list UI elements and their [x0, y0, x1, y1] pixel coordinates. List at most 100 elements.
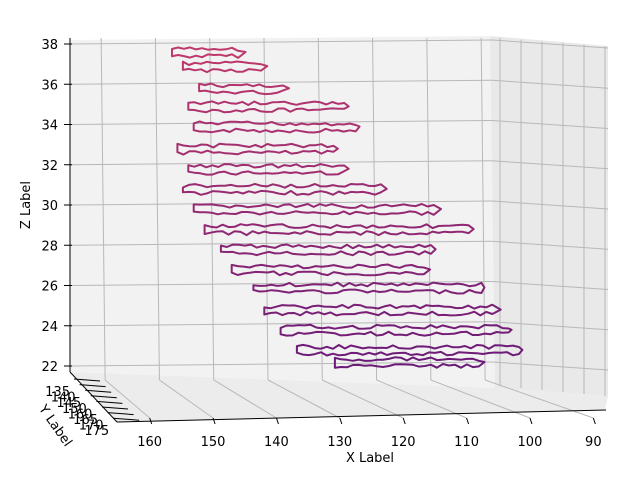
- contour-line-6: [187, 163, 350, 176]
- contour-line-15: [295, 343, 524, 357]
- x-tick-mark: [275, 417, 279, 425]
- x-gridline-wall: [100, 37, 106, 381]
- contour-line-11: [230, 263, 432, 277]
- y-tick-mark: [101, 406, 129, 410]
- x-tick-mark: [402, 417, 406, 425]
- y-tick-label: 145: [56, 396, 81, 411]
- z-gridline-right: [491, 200, 609, 210]
- contour-line-7: [181, 182, 388, 196]
- y-tick-mark: [85, 389, 112, 393]
- x-tick-mark: [339, 417, 343, 425]
- z-gridline: [69, 160, 493, 166]
- x-gridline-wall: [154, 37, 160, 381]
- z-axis-label: Z Label: [19, 181, 34, 229]
- y-axis-line: [69, 371, 118, 423]
- z-tick-label: 32: [41, 159, 58, 174]
- x-tick-label: 150: [201, 435, 226, 450]
- z-gridline: [69, 200, 493, 206]
- z-gridline-right: [491, 120, 609, 129]
- contour-line-9: [203, 223, 475, 237]
- z-gridline: [69, 240, 493, 246]
- floor-pane: [70, 372, 608, 422]
- x-gridline-wall: [426, 37, 432, 381]
- back-pane-right: [490, 36, 608, 396]
- y-tick-label: 165: [73, 413, 98, 428]
- x-tick-label: 130: [327, 435, 352, 450]
- z-tick-label: 22: [41, 360, 58, 375]
- contour-line-1: [181, 60, 269, 74]
- z-gridline-right: [491, 321, 609, 331]
- contour-line-12: [252, 281, 486, 295]
- z-tick-label: 36: [41, 78, 58, 93]
- x-tick-mark: [212, 417, 216, 425]
- x-gridline-floor: [104, 379, 151, 419]
- x-tick-label: 160: [137, 435, 162, 450]
- z-gridline: [69, 281, 493, 286]
- y-tick-label: 135: [45, 385, 70, 400]
- z-tick-label: 28: [41, 239, 58, 254]
- z-gridline-right: [491, 160, 609, 170]
- x-gridline-wall: [317, 37, 323, 381]
- back-pane-left: [70, 36, 495, 388]
- y-tick-label: 140: [51, 391, 76, 406]
- contour-line-3: [187, 100, 350, 114]
- x-gridline-floor: [376, 379, 467, 419]
- y-tick-label: 175: [84, 424, 109, 439]
- x-gridline-floor: [159, 379, 214, 419]
- x-gridline-floor: [484, 379, 594, 419]
- z-gridline-right: [491, 240, 609, 250]
- z-gridline: [69, 39, 493, 45]
- y-tick-label: 160: [68, 407, 93, 422]
- contour-line-8: [192, 203, 442, 216]
- contour-line-0: [171, 46, 247, 59]
- x-gridline-floor: [322, 379, 404, 419]
- y-tick-label: 170: [79, 419, 104, 434]
- z-tick-label: 24: [41, 320, 58, 335]
- y-tick-mark: [96, 400, 123, 404]
- x-tick-label: 140: [264, 435, 289, 450]
- y-tick-mark: [73, 378, 101, 382]
- contour-line-2: [198, 82, 290, 96]
- x-gridline-floor: [267, 379, 341, 419]
- z-tick-label: 26: [41, 280, 58, 295]
- x-gridline-wall: [209, 37, 215, 381]
- y-tick-mark: [113, 417, 140, 421]
- z-gridline: [69, 361, 493, 367]
- z-gridline: [69, 79, 493, 85]
- x-tick-mark: [592, 417, 596, 425]
- contour-line-4: [192, 120, 361, 134]
- z-gridline-right: [491, 79, 609, 89]
- grid-lines: [69, 37, 609, 419]
- contour-line-13: [263, 303, 502, 317]
- x-gridline-floor: [213, 379, 277, 419]
- z-gridline-right: [491, 39, 609, 49]
- x-tick-label: 90: [585, 435, 602, 450]
- z-gridline-right: [491, 281, 609, 290]
- axes: [64, 38, 607, 425]
- z-tick-label: 30: [41, 199, 58, 214]
- x-tick-mark: [529, 417, 533, 425]
- z-gridline: [69, 120, 493, 125]
- x-gridline-wall: [480, 37, 486, 381]
- y-tick-label: 150: [62, 402, 87, 417]
- y-tick-mark: [79, 384, 106, 388]
- x-tick-label: 100: [518, 435, 543, 450]
- x-tick-mark: [466, 417, 470, 425]
- contour-line-16: [333, 356, 486, 369]
- z-gridline-right: [491, 361, 609, 371]
- x-gridline-floor: [430, 379, 531, 419]
- x-tick-label: 110: [454, 435, 479, 450]
- z-tick-label: 38: [41, 38, 58, 53]
- y-tick-mark: [90, 395, 117, 399]
- contour-line-14: [279, 323, 513, 337]
- y-tick-mark: [107, 412, 134, 416]
- series-group: [171, 46, 524, 369]
- contour-line-10: [219, 243, 437, 257]
- x-axis-label: X Label: [346, 451, 394, 466]
- x-tick-label: 120: [391, 435, 416, 450]
- z-tick-label: 34: [41, 119, 58, 134]
- x-axis-line: [116, 409, 607, 423]
- x-gridline-wall: [372, 37, 378, 381]
